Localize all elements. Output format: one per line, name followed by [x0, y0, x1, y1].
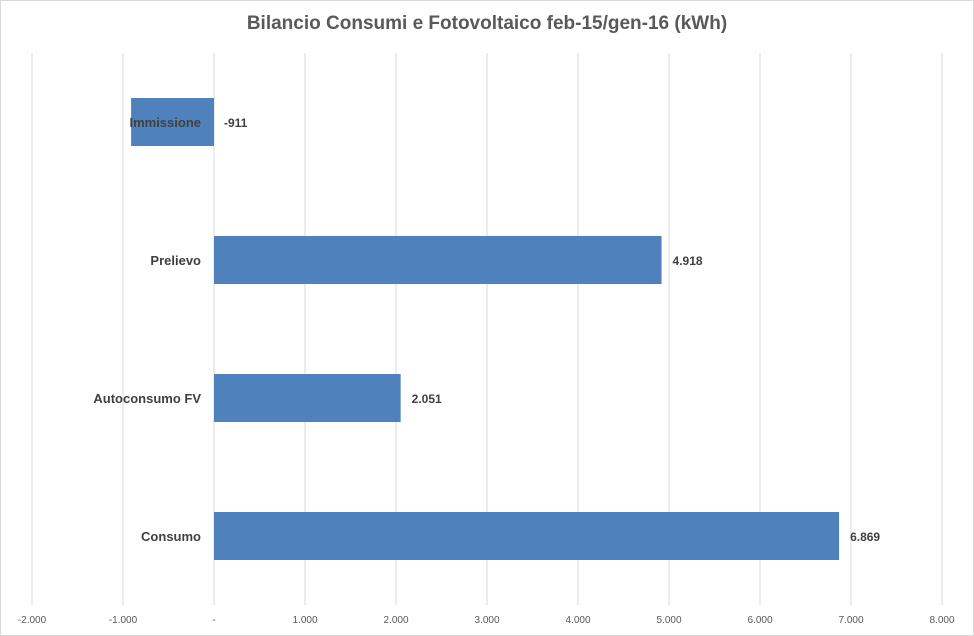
- x-tick-label: 8.000: [929, 615, 954, 626]
- data-label: 6.869: [850, 530, 880, 544]
- x-tick-label: 7.000: [838, 615, 863, 626]
- category-label: Autoconsumo FV: [93, 391, 201, 406]
- bar-prelievo: [214, 236, 662, 284]
- category-label: Prelievo: [150, 253, 201, 268]
- x-tick-label: -2.000: [18, 615, 47, 626]
- data-label: 4.918: [673, 254, 703, 268]
- x-tick-label: 1.000: [292, 615, 317, 626]
- category-label: Consumo: [141, 529, 201, 544]
- x-tick-label: 2.000: [383, 615, 408, 626]
- bar-autoconsumo-fv: [214, 374, 401, 422]
- x-tick-label: 6.000: [747, 615, 772, 626]
- bar-immissione: [131, 98, 214, 146]
- x-tick-label: 4.000: [565, 615, 590, 626]
- x-tick-label: -: [212, 615, 215, 626]
- chart-title: Bilancio Consumi e Fotovoltaico feb-15/g…: [246, 13, 728, 34]
- x-tick-label: -1.000: [109, 615, 138, 626]
- category-label: Immissione: [129, 115, 201, 130]
- bar-consumo: [214, 512, 840, 560]
- x-tick-label: 5.000: [656, 615, 681, 626]
- data-label: -911: [224, 116, 248, 130]
- x-tick-label: 3.000: [474, 615, 499, 626]
- data-label: 2.051: [412, 392, 442, 406]
